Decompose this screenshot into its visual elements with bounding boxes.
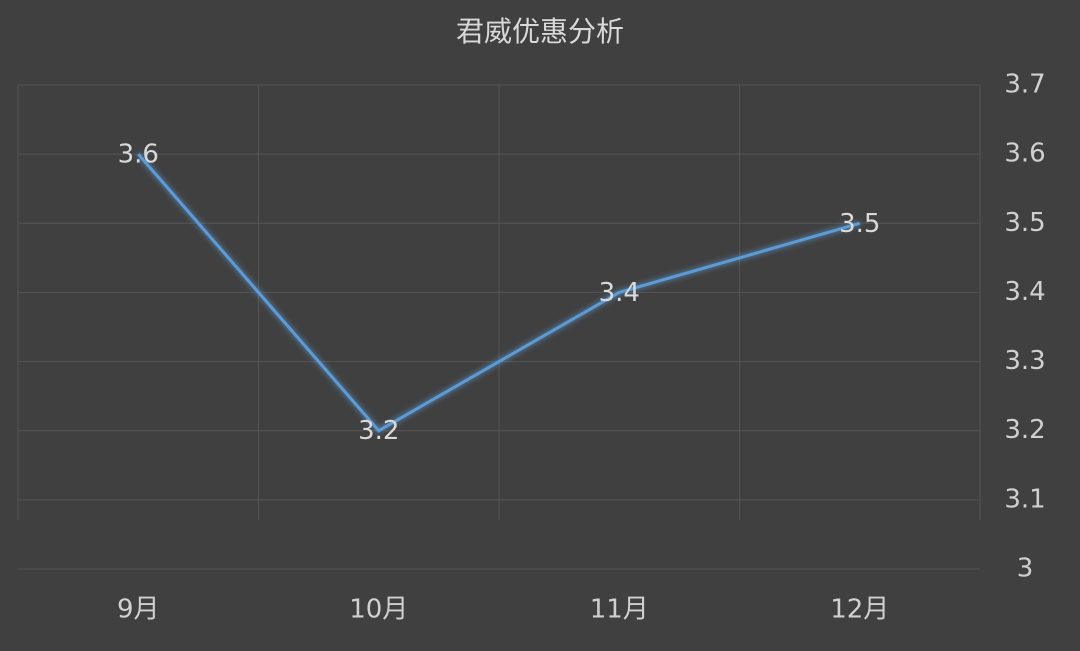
line: [137, 153, 861, 433]
y-tick-label: 3.5: [1004, 208, 1045, 238]
data-label: 3.6: [118, 140, 159, 170]
y-tick-label: 3.4: [1004, 277, 1045, 307]
y-tick-label: 3.1: [1004, 484, 1045, 514]
y-tick-label: 3.7: [1004, 70, 1045, 100]
y-tick-label: 3.2: [1004, 415, 1045, 445]
plot: 3.6 3.2 3.4 3.5: [118, 140, 881, 447]
data-label: 3.2: [358, 416, 399, 446]
data-label: 3.4: [599, 278, 640, 308]
x-tick-label: 10月: [349, 595, 408, 625]
x-tick-label: 9月: [117, 595, 160, 625]
y-tick-label: 3.6: [1004, 139, 1045, 169]
y-tick-label: 3.3: [1004, 346, 1045, 376]
grid: [17, 84, 981, 570]
data-label: 3.5: [839, 209, 880, 239]
x-tick-label: 12月: [830, 595, 889, 625]
y-tick-label: 3: [1017, 554, 1034, 584]
x-tick-label: 11月: [590, 595, 649, 625]
chart-title: 君威优惠分析: [456, 15, 624, 48]
